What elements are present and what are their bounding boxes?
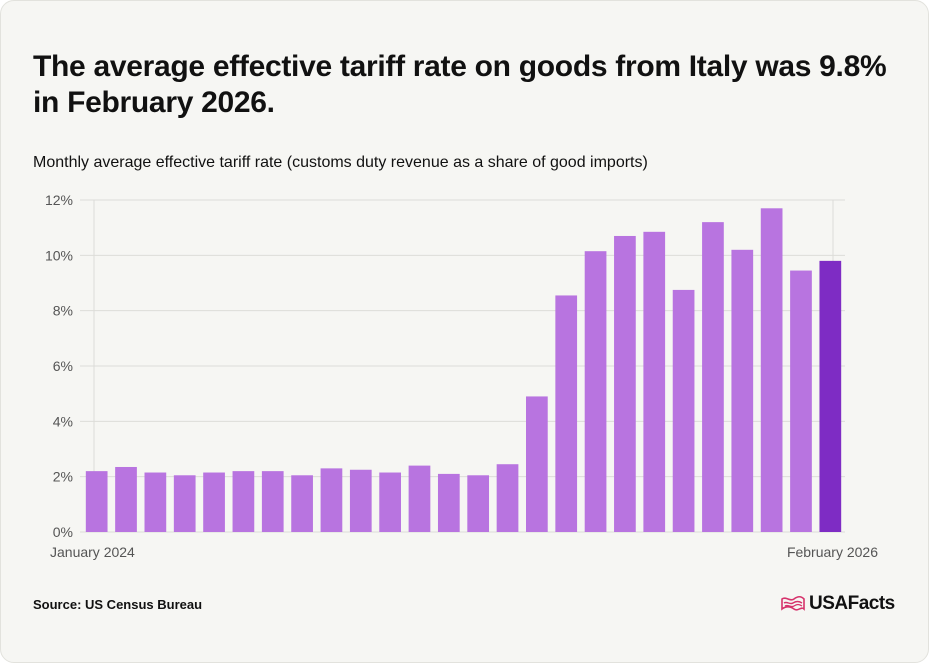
- bar: [731, 249, 754, 533]
- y-tick-label: 8%: [53, 303, 73, 319]
- y-tick-label: 0%: [53, 524, 73, 540]
- bar: [173, 475, 196, 532]
- bar: [643, 231, 666, 533]
- usafacts-logo[interactable]: USAFacts: [781, 593, 895, 615]
- bar: [437, 473, 460, 532]
- bar: [702, 222, 724, 532]
- bar: [790, 270, 812, 532]
- bar: [526, 396, 548, 532]
- bar: [584, 251, 607, 532]
- chart-title: The average effective tariff rate on goo…: [33, 50, 887, 119]
- y-tick-label: 12%: [45, 192, 73, 208]
- bar: [379, 472, 401, 532]
- bar: [291, 475, 313, 532]
- bar: [614, 235, 636, 532]
- chart-subtitle: Monthly average effective tariff rate (c…: [33, 154, 648, 171]
- bar: [349, 469, 372, 532]
- source-note: Source: US Census Bureau: [33, 597, 203, 612]
- bar: [261, 471, 284, 532]
- y-tick-label: 2%: [53, 469, 73, 485]
- bar: [320, 468, 343, 532]
- brand-name: USAFacts: [809, 593, 895, 614]
- x-label-start: January 2024: [50, 544, 135, 560]
- x-label-end: February 2026: [787, 544, 878, 560]
- bar-highlight: [819, 260, 842, 532]
- y-tick-label: 4%: [53, 413, 73, 429]
- bar: [467, 475, 490, 532]
- bar-chart: 0% 2% 4% 6% 8% 10% 12% January 2024 February 202…: [45, 192, 878, 560]
- y-tick-label: 10%: [45, 247, 73, 263]
- bar: [408, 465, 431, 532]
- bar: [144, 472, 167, 532]
- bar: [496, 464, 519, 532]
- bar: [115, 466, 137, 532]
- bar: [232, 471, 255, 532]
- y-tick-label: 6%: [53, 358, 73, 374]
- usa-flag-icon: [781, 595, 805, 611]
- bar: [760, 208, 783, 533]
- bar: [85, 471, 108, 532]
- bar: [555, 295, 578, 532]
- bar: [672, 289, 695, 532]
- bar: [203, 472, 225, 532]
